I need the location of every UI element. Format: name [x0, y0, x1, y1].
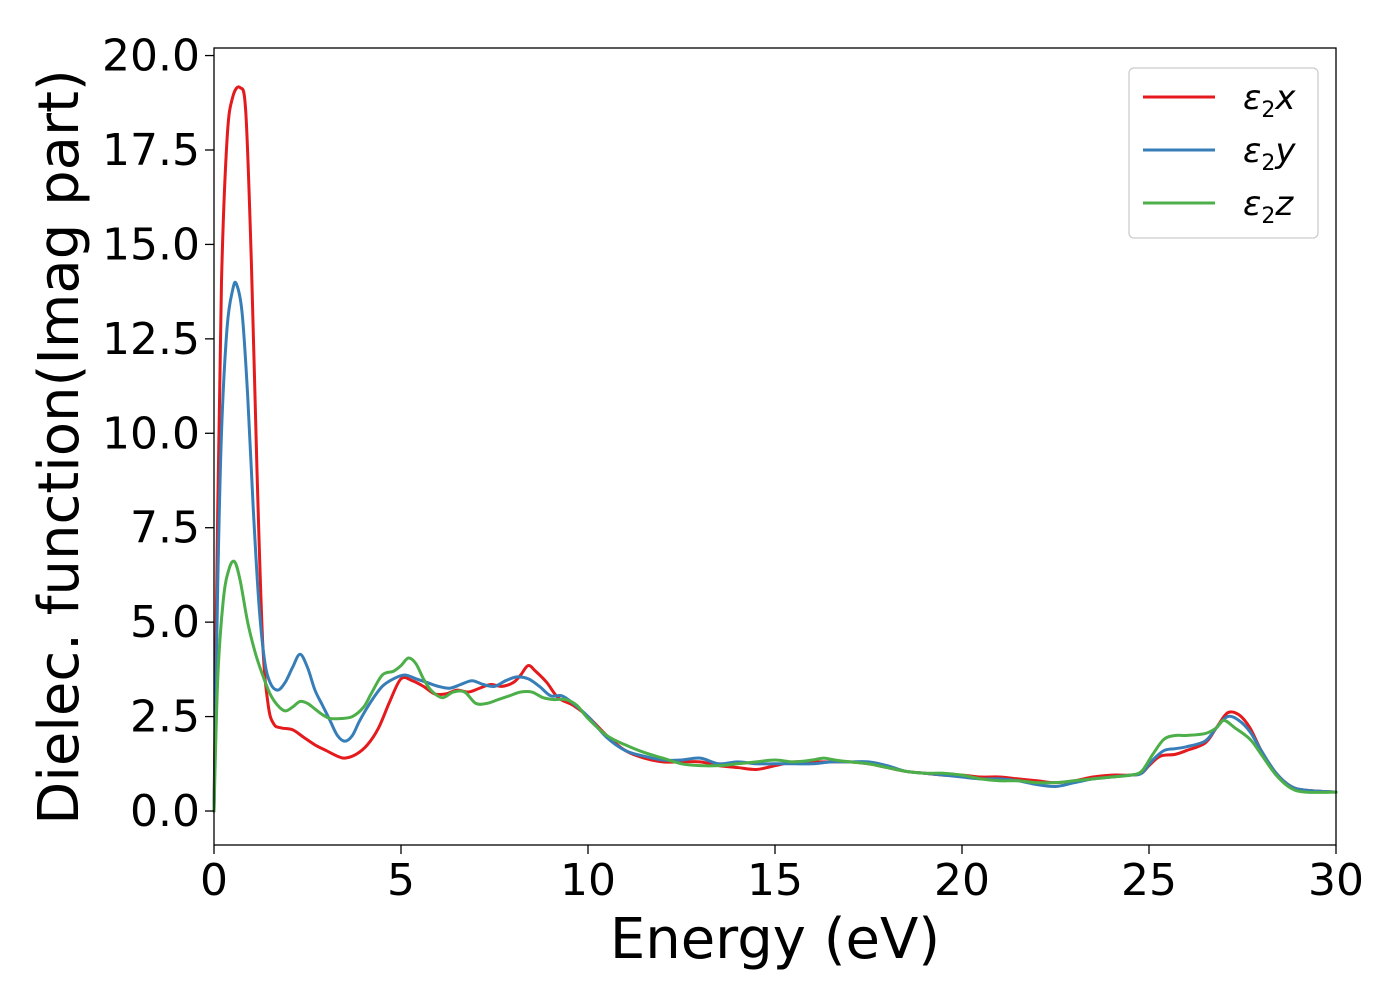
legend-box: [1128, 67, 1319, 239]
y-tick-label: 10.0: [102, 408, 200, 459]
series-layer: [212, 85, 1338, 813]
y-tick-label: 12.5: [102, 314, 200, 365]
y-axis: 0.0 2.5 5.0 7.5 10.0 12.5 15.0 17.5 20.0: [102, 31, 214, 837]
legend-label-z: ε2z: [1243, 184, 1294, 229]
legend: ε2x ε2y ε2z: [1128, 67, 1319, 239]
x-tick-label: 25: [1121, 855, 1177, 906]
y-tick-label: 2.5: [130, 692, 200, 743]
y-tick-label: 5.0: [130, 597, 200, 648]
x-axis: 0 5 10 15 20 25 30: [200, 845, 1364, 906]
x-tick-label: 5: [387, 855, 415, 906]
y-tick-label: 7.5: [130, 503, 200, 554]
x-tick-label: 10: [560, 855, 616, 906]
y-tick-label: 0.0: [130, 786, 200, 837]
x-axis-label: Energy (eV): [610, 907, 940, 972]
y-tick-label: 17.5: [102, 125, 200, 176]
legend-label-x: ε2x: [1243, 78, 1296, 123]
x-tick-label: 15: [747, 855, 803, 906]
y-axis-label: Dielec. function(Imag part): [27, 69, 92, 825]
legend-label-y: ε2y: [1243, 131, 1296, 176]
y-tick-label: 15.0: [102, 219, 200, 270]
y-tick-label: 20.0: [102, 31, 200, 82]
x-tick-label: 30: [1308, 855, 1364, 906]
x-tick-label: 20: [934, 855, 990, 906]
x-tick-label: 0: [200, 855, 228, 906]
series-line-z: [212, 559, 1338, 813]
